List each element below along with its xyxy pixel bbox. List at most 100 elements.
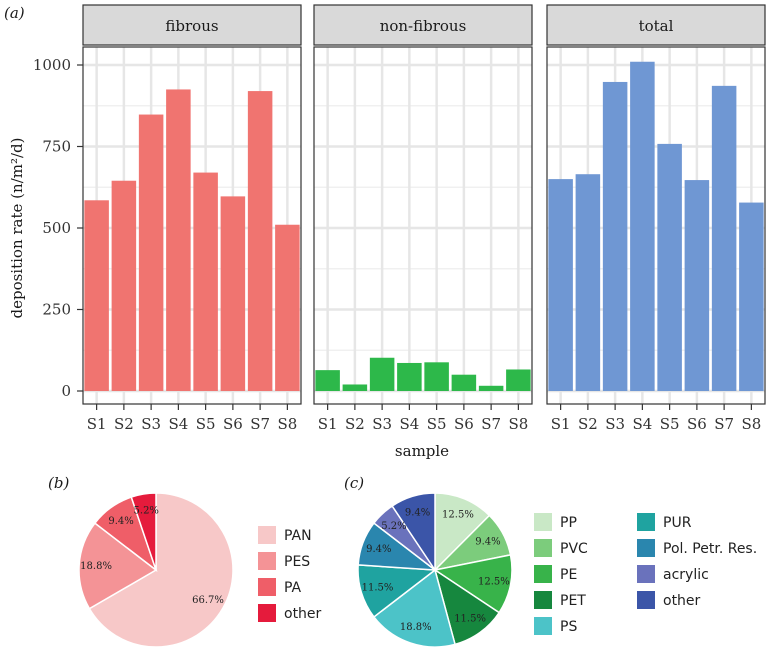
x-tick-label: S8 (277, 415, 297, 433)
pie-slice-label: 11.5% (362, 582, 394, 593)
bar-total-S2 (575, 174, 601, 391)
legend-swatch (534, 539, 552, 557)
pie-slice-label: 5.2% (381, 521, 406, 532)
legend-swatch (637, 591, 655, 609)
facet-fibrous: fibrous S1 S2 S3 S4 S5 S6 S7 S8 (82, 4, 302, 433)
legend-swatch (258, 552, 276, 570)
legend-swatch (534, 617, 552, 635)
facet-panels: fibrous S1 S2 S3 S4 S5 S6 S7 S8 non-fibrous S1 S2 S3… (82, 4, 766, 433)
bar-total-S7 (711, 85, 737, 391)
y-tick-label: 500 (42, 219, 71, 237)
x-tick-label: S4 (168, 415, 188, 433)
facet-panel-border (82, 46, 302, 405)
legend-label: PAN (284, 528, 312, 544)
bar-fibrous-S5 (193, 172, 218, 391)
bar-fibrous-S1 (84, 200, 109, 391)
y-axis-title: deposition rate (n/m²/d) (8, 138, 26, 319)
pie-slice-pp (434, 492, 491, 572)
pie-slice-pan (88, 492, 234, 648)
y-axis-ticks: 0 250 500 750 1000 (33, 56, 83, 400)
pie-slice-label: 5.2% (134, 506, 159, 517)
x-tick-label: S1 (551, 415, 571, 433)
legend-swatch (637, 513, 655, 531)
y-tick-label: 1000 (33, 56, 71, 74)
legend-label: PES (284, 554, 310, 570)
facet-strip (546, 4, 766, 46)
bar-non-fibrous-S4 (397, 362, 422, 391)
pie-chart-c: 12.5% 9.4% 12.5% 11.5% 18.8% 11.5% 9.4% 5.2% 9.4… (357, 492, 513, 648)
x-tick-label: S7 (714, 415, 734, 433)
bar-total-S1 (548, 179, 573, 391)
facet-title: fibrous (165, 17, 218, 35)
legend-label: PET (560, 593, 586, 609)
pie-slice-label: 9.4% (475, 537, 500, 548)
bar-non-fibrous-S8 (506, 369, 531, 391)
x-tick-label: S8 (741, 415, 761, 433)
pie-slice-label: 11.5% (454, 614, 486, 625)
pie-slice-label: 18.8% (400, 622, 432, 633)
pie-slice-other (391, 492, 436, 573)
y-tick-label: 250 (42, 301, 71, 319)
x-tick-label: S2 (345, 415, 365, 433)
bar-total-S8 (739, 202, 764, 391)
y-tick-label: 0 (61, 382, 71, 400)
facet-strip (82, 4, 302, 46)
bar-non-fibrous-S7 (478, 385, 504, 391)
bar-fibrous-S3 (138, 114, 164, 391)
legend-swatch (637, 539, 655, 557)
x-tick-label: S5 (196, 415, 216, 433)
bar-non-fibrous-S5 (424, 362, 449, 391)
legend-swatch (534, 591, 552, 609)
bar-total-S4 (630, 61, 655, 392)
facet-title: non-fibrous (380, 17, 467, 35)
pie-chart-b: 66.7% 18.8% 9.4%5.2% (78, 492, 234, 648)
panel-c: (c) 12.5% 9.4% 12.5% 11.5% 18.8% 11.5% 9.4% 5.2… (344, 474, 757, 648)
bar-fibrous-S4 (166, 89, 191, 391)
bar-fibrous-S7 (247, 91, 273, 391)
legend-label: other (663, 593, 701, 609)
legend-label: PP (560, 515, 577, 531)
bar-fibrous-S2 (111, 180, 137, 391)
x-tick-label: S6 (454, 415, 474, 433)
legend-label: PVC (560, 541, 588, 557)
bar-non-fibrous-S1 (315, 370, 340, 391)
facet-total: total S1 S2 S3 S4 S5 S6 S7 S8 (546, 4, 766, 433)
bar-total-S3 (602, 81, 628, 392)
pie-slice-pe (433, 554, 513, 614)
bar-fibrous-S6 (220, 196, 246, 391)
legend-swatch (534, 565, 552, 583)
facet-strip (313, 4, 533, 46)
legend-label: PA (284, 580, 302, 596)
pie-slice-pes (78, 522, 158, 610)
legend-label: PE (560, 567, 577, 583)
x-tick-label: S4 (399, 415, 419, 433)
legend-label: PS (560, 619, 577, 635)
panel-b: (b) 66.7% 18.8% 9.4%5.2% PAN PES PA other (48, 474, 322, 648)
legend-swatch (258, 526, 276, 544)
x-tick-label: S2 (578, 415, 598, 433)
bar-non-fibrous-S6 (451, 374, 477, 391)
x-tick-label: S5 (660, 415, 680, 433)
x-tick-label: S8 (508, 415, 528, 433)
pie-slice-other (130, 492, 157, 571)
x-tick-label: S3 (605, 415, 625, 433)
x-tick-label: S1 (318, 415, 338, 433)
facet-title: total (639, 17, 674, 35)
facet-panel-border (546, 46, 766, 405)
x-axis-title: sample (395, 442, 449, 460)
pie-slice-label: 18.8% (80, 561, 112, 572)
pie-slice-label: 66.7% (192, 595, 224, 606)
y-tick-label: 750 (42, 138, 71, 156)
legend-label: PUR (663, 515, 692, 531)
pie-slice-ps (372, 568, 456, 648)
legend-swatch (258, 604, 276, 622)
x-tick-label: S2 (114, 415, 134, 433)
bar-total-S5 (657, 143, 682, 391)
panel-a: (a) deposition rate (n/m²/d) sample 0 250… (4, 4, 766, 460)
bar-non-fibrous-S3 (369, 357, 395, 391)
legend-b: PAN PES PA other (258, 526, 322, 622)
x-tick-label: S5 (427, 415, 447, 433)
pie-slice-label: 9.4% (366, 544, 391, 555)
x-tick-label: S6 (687, 415, 707, 433)
